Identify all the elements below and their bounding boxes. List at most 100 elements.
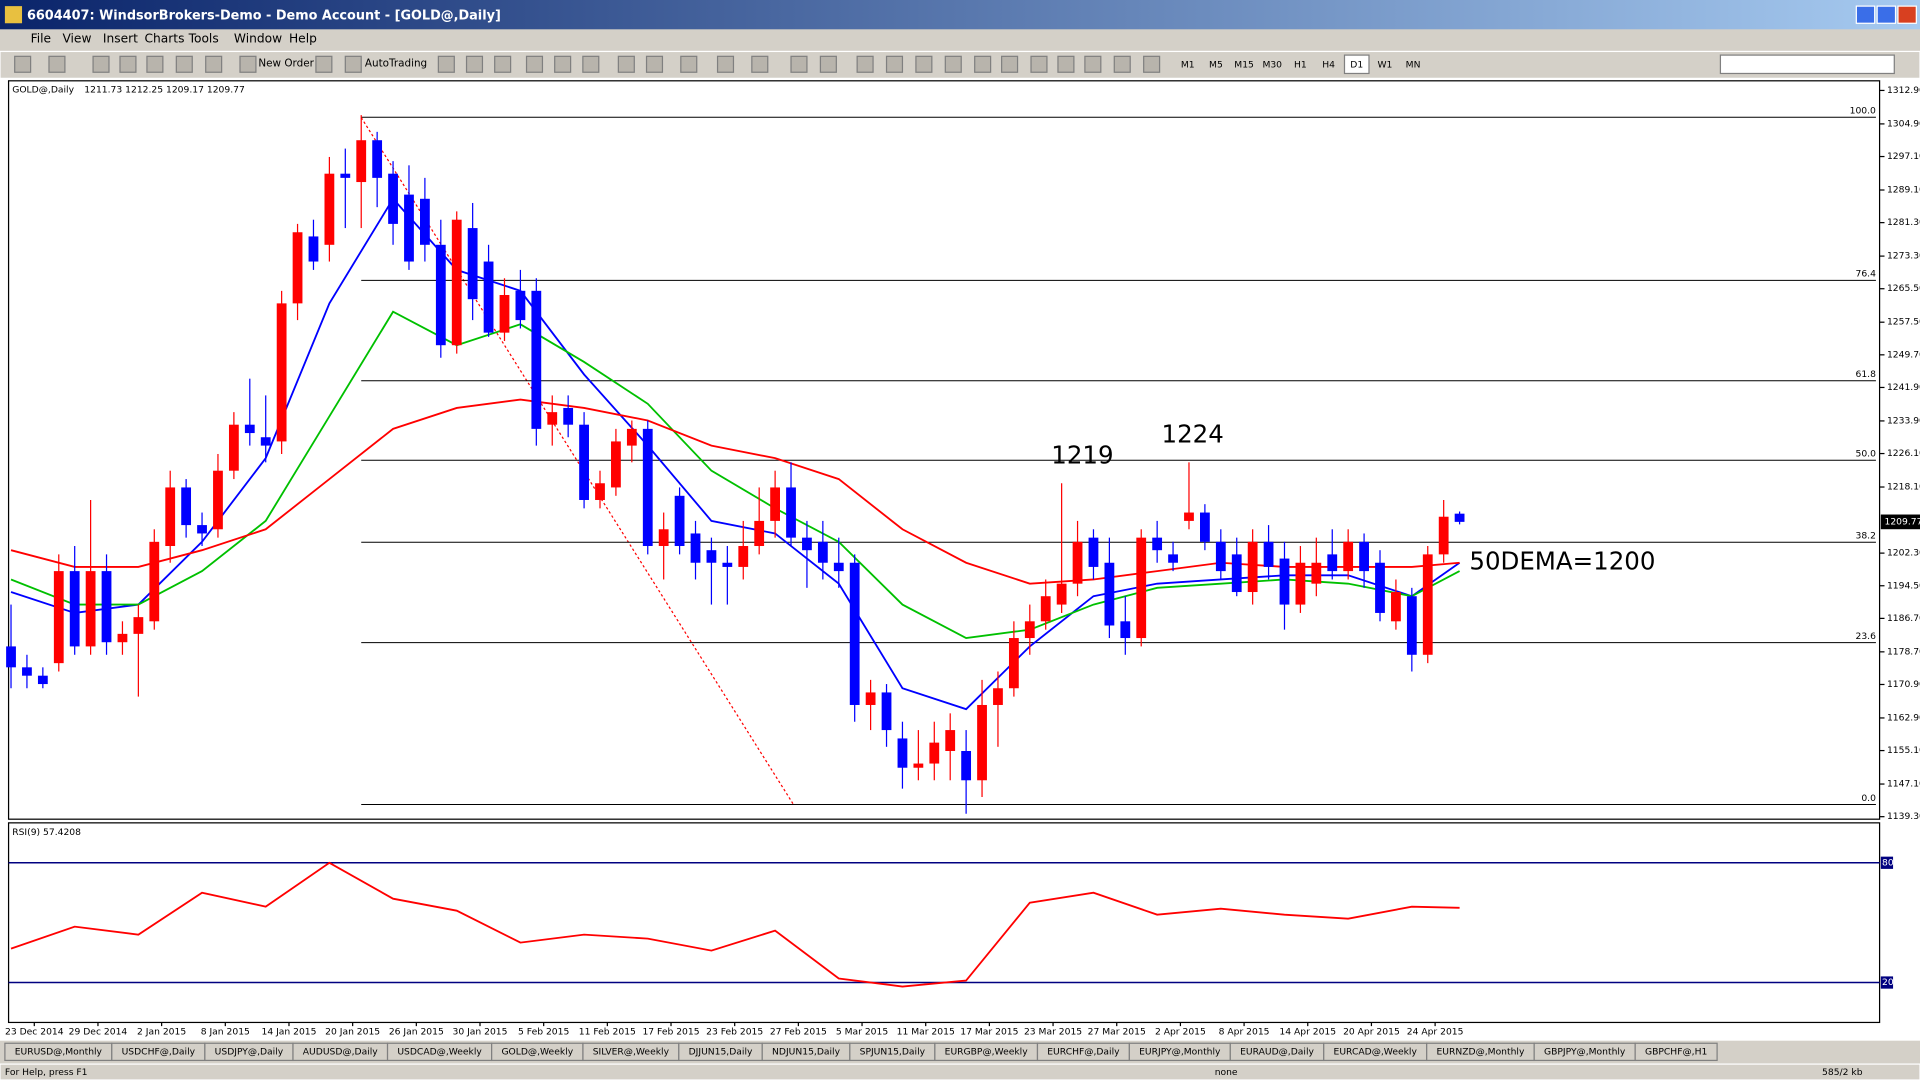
toolbar-icon[interactable] [790,55,808,73]
toolbar-icon[interactable] [1113,55,1131,73]
y-tick-label: 1312.90 [1887,85,1920,96]
menu-item[interactable]: Help [289,32,317,46]
toolbar-icon[interactable] [915,55,933,73]
toolbar-icon[interactable] [1084,55,1102,73]
toolbar-icon[interactable] [944,55,962,73]
toolbar-icon[interactable] [974,55,992,73]
menu-item[interactable]: View [62,32,91,46]
candle-body [1136,537,1147,639]
timeframe-button[interactable]: W1 [1377,59,1392,70]
candle-body [1263,541,1274,567]
x-tick-label: 8 Jan 2015 [201,1027,250,1038]
toolbar-icon[interactable] [344,55,362,73]
tab-label[interactable]: SILVER@,Weekly [593,1046,670,1057]
tab-label[interactable]: AUDUSD@,Daily [303,1046,379,1057]
candle-body [340,173,351,178]
toolbar-icon[interactable] [465,55,484,73]
menu-item[interactable]: Tools [188,32,219,46]
timeframe-button[interactable]: MN [1406,59,1421,70]
toolbar-icon[interactable] [92,55,110,73]
tab-label[interactable]: EURAUD@,Daily [1240,1046,1314,1057]
x-tick-label: 23 Mar 2015 [1024,1027,1082,1038]
timeframe-button[interactable]: D1 [1350,59,1363,70]
toolbar-icon[interactable] [494,55,512,73]
toolbar-icon[interactable] [716,55,735,73]
rsi-panel [7,822,1881,1024]
y-tick-label: 1257.50 [1887,317,1920,328]
toolbar-icon[interactable] [751,55,769,73]
search-box[interactable] [1719,54,1895,75]
timeframe-button[interactable]: M30 [1262,59,1282,70]
window-controls [1855,5,1917,24]
timeframe-button[interactable]: M5 [1209,59,1223,70]
tab-label[interactable]: EURGBP@,Weekly [945,1046,1029,1057]
tab-label[interactable]: NDJUN15,Daily [772,1046,841,1057]
auto-trading-button[interactable]: AutoTrading [365,58,427,70]
tab-label[interactable]: SPJUN15,Daily [860,1046,926,1057]
toolbar-icon[interactable] [680,55,698,73]
tab-label[interactable]: EURNZD@,Monthly [1436,1046,1524,1057]
toolbar-icon[interactable] [205,55,223,73]
toolbar-icon[interactable] [1143,55,1161,73]
tab-label[interactable]: EURUSD@,Monthly [15,1046,103,1057]
tab-label[interactable]: GBPJPY@,Monthly [1544,1046,1626,1057]
tab[interactable] [1634,1042,1718,1062]
candle-body [770,487,780,521]
toolbar-icon[interactable] [1057,55,1075,73]
toolbar-icon[interactable] [582,55,600,73]
toolbar-icon[interactable] [554,55,572,73]
timeframe-button[interactable]: M1 [1181,59,1195,70]
x-tick-label: 23 Feb 2015 [706,1027,763,1038]
toolbar-icon[interactable] [146,55,164,73]
rsi-header: RSI(9) 57.4208 [12,827,81,838]
minimize-button[interactable] [1855,5,1876,24]
fib-label: 38.2 [1855,531,1875,542]
toolbar-icon[interactable] [525,55,544,73]
candle-body [117,633,128,643]
menu-item[interactable]: Window [234,32,282,46]
candle-body [658,529,669,547]
toolbar-icon[interactable] [14,55,32,73]
menu-item[interactable]: File [31,32,51,46]
timeframe-button[interactable]: M15 [1234,59,1254,70]
toolbar-icon[interactable] [119,55,137,73]
toolbar-icon[interactable] [856,55,874,73]
menu-item[interactable]: Charts [144,32,184,46]
tab-label[interactable]: USDCHF@,Daily [122,1046,196,1057]
candle-body [1024,621,1035,639]
close-button[interactable] [1897,5,1917,24]
toolbar-icon[interactable] [645,55,664,73]
tab-label[interactable]: EURCHF@,Daily [1047,1046,1120,1057]
tab-label[interactable]: GOLD@,Weekly [501,1046,573,1057]
high: 1212.25 [125,84,163,95]
candle-body [356,140,367,183]
toolbar-icon[interactable] [315,55,333,73]
toolbar-icon[interactable] [885,55,904,73]
timeframe-button[interactable]: H4 [1322,59,1335,70]
toolbar-icon[interactable] [1001,55,1019,73]
toolbar-icon[interactable] [175,55,193,73]
tab-label[interactable]: EURJPY@,Monthly [1139,1046,1221,1057]
tab-label[interactable]: EURCAD@,Weekly [1334,1046,1418,1057]
menu-bar [0,29,1920,52]
toolbar-icon[interactable] [437,55,455,73]
maximize-button[interactable] [1876,5,1897,24]
timeframe-button[interactable]: H1 [1294,59,1307,70]
toolbar-icon[interactable] [1030,55,1048,73]
toolbar-icon[interactable] [617,55,635,73]
candle-body [929,742,940,764]
toolbar-icon[interactable] [819,55,837,73]
tab-label[interactable]: DJJUN15,Daily [689,1046,753,1057]
x-tick-label: 11 Feb 2015 [579,1027,636,1038]
tab-label[interactable]: GBPCHF@,H1 [1645,1046,1707,1057]
timeframes: M1 M5 M15 M30 H1 H4 D1 W1 MN [1181,54,1421,75]
x-tick-label: 11 Mar 2015 [897,1027,955,1038]
toolbar-icon[interactable] [239,55,257,73]
tab-label[interactable]: USDCAD@,Weekly [397,1046,482,1057]
toolbar-icon[interactable] [48,55,66,73]
new-order-button[interactable]: New Order [258,58,314,70]
menu-item[interactable]: Insert [103,32,138,46]
x-tick-label: 30 Jan 2015 [453,1027,508,1038]
candle-body [977,704,987,781]
tab-label[interactable]: USDJPY@,Daily [215,1046,284,1057]
